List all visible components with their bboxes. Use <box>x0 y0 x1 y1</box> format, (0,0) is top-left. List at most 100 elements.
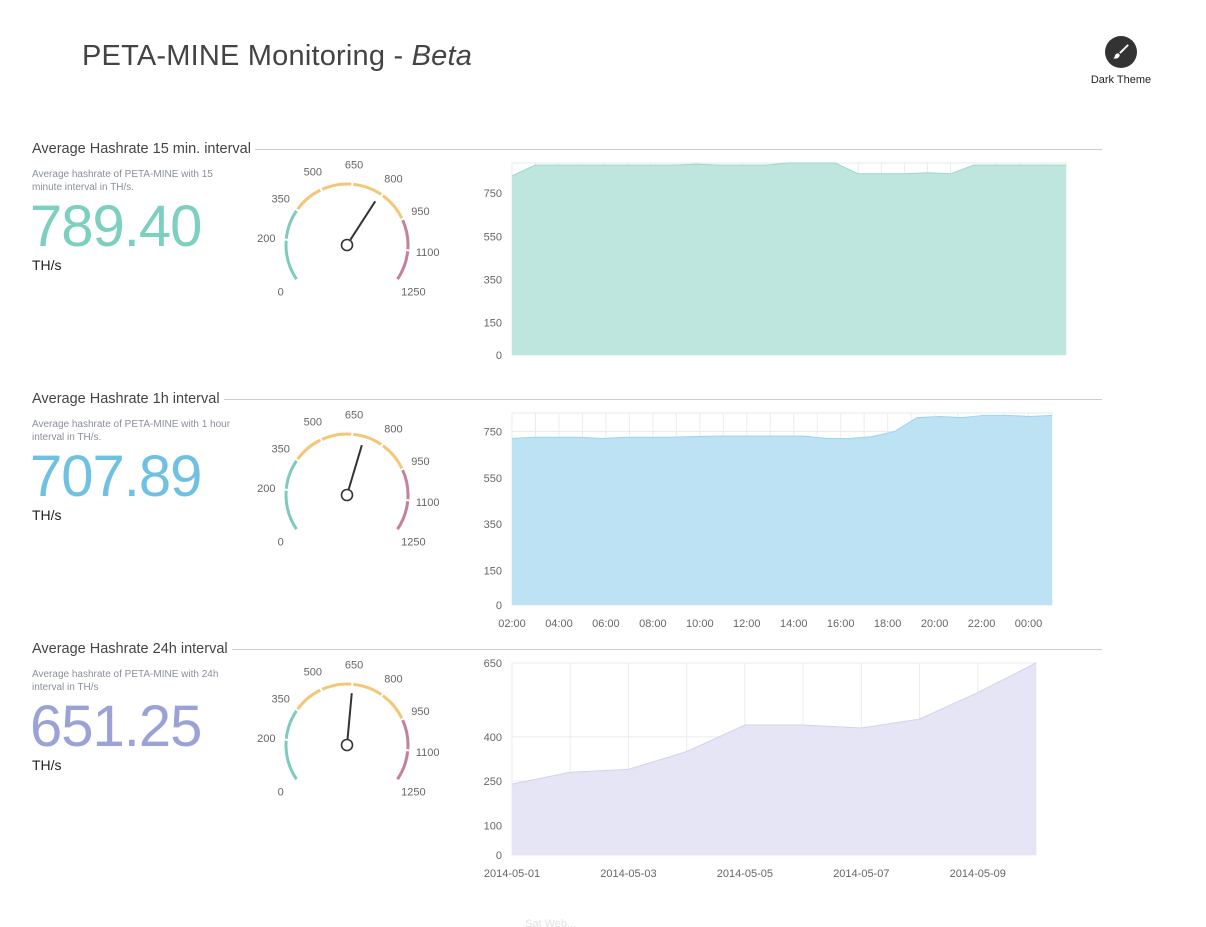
gauge-hub <box>340 238 354 252</box>
x-tick-label: 10:00 <box>686 618 714 630</box>
gauge-tick <box>393 777 400 782</box>
page-title-main: PETA-MINE Monitoring - <box>82 40 412 72</box>
gauge-tick <box>294 277 301 282</box>
gauge-tick-label: 1250 <box>401 286 425 298</box>
gauge-tick-label: 800 <box>384 424 402 436</box>
hashrate-gauge: 0 200 350 500 650 800 950 1100 1250 <box>257 159 439 298</box>
page-title-beta: Beta <box>411 40 473 72</box>
y-tick-label: 400 <box>484 732 502 744</box>
gauge-tick <box>294 527 301 532</box>
y-tick-label: 0 <box>496 350 502 362</box>
dark-theme-label: Dark Theme <box>1090 74 1152 86</box>
hashrate-value: 707.89 <box>30 444 202 509</box>
hashrate-area-chart: 0 100 250 400 650 2014-05-01 2014-05-03 2014-05… <box>484 658 1037 880</box>
gauge-tick <box>379 442 384 449</box>
y-tick-label: 150 <box>484 565 502 577</box>
x-tick-label: 02:00 <box>498 618 526 630</box>
gauge-tick <box>393 527 400 532</box>
section-title: Average Hashrate 1h interval <box>32 391 220 407</box>
hashrate-gauge: 0 200 350 500 650 800 950 1100 1250 <box>257 409 440 548</box>
series-area <box>512 163 1066 355</box>
x-tick-label: 2014-05-09 <box>950 868 1006 880</box>
section-title: Average Hashrate 15 min. interval <box>32 141 251 157</box>
y-tick-label: 150 <box>484 318 502 330</box>
gauge-tick <box>319 437 324 443</box>
x-tick-label: 2014-05-03 <box>600 868 656 880</box>
gauge-tick <box>399 217 405 222</box>
gauge-tick-label: 0 <box>278 536 284 548</box>
hashrate-area-chart: 0 150 350 550 750 02:00 04:00 06:00 08:00 10:00 12… <box>484 412 1053 630</box>
y-tick-label: 550 <box>484 231 502 243</box>
section-1h: Average Hashrate 1h interval Average has… <box>0 389 1206 630</box>
series-area <box>512 415 1052 605</box>
x-tick-label: 12:00 <box>733 618 761 630</box>
gauge-tick <box>399 717 405 722</box>
gauge-tick-label: 0 <box>278 786 284 798</box>
x-tick-label: 00:00 <box>1015 618 1043 630</box>
section-divider <box>254 148 1102 150</box>
gauge-tick-label: 200 <box>257 733 275 745</box>
gauge-needle <box>349 200 377 241</box>
gauge-tick-label: 500 <box>304 167 322 179</box>
hashrate-gauge: 0 200 350 500 650 800 950 1100 1250 <box>257 659 440 798</box>
x-tick-label: 2014-05-01 <box>484 868 540 880</box>
x-tick-label: 14:00 <box>780 618 808 630</box>
gauge-needle <box>346 693 353 740</box>
gauge-tick <box>294 777 301 782</box>
section-divider <box>231 648 1102 650</box>
gauge-tick-label: 650 <box>345 659 363 671</box>
y-tick-label: 750 <box>484 427 502 439</box>
gauge-tick <box>379 192 384 199</box>
hashrate-unit: TH/s <box>32 507 62 523</box>
section-description: Average hashrate of PETA-MINE with 15 mi… <box>32 169 213 193</box>
gauge-band-low <box>284 209 299 281</box>
gauge-tick-label: 200 <box>257 483 275 495</box>
y-tick-label: 0 <box>496 850 502 862</box>
gauge-tick-label: 350 <box>271 444 289 456</box>
gauge-tick-label: 1250 <box>401 786 425 798</box>
footer-text: Sat Web... <box>525 918 577 927</box>
y-tick-label: 650 <box>484 658 502 670</box>
gauge-tick-label: 1250 <box>401 536 425 548</box>
hashrate-unit: TH/s <box>32 257 62 273</box>
section-divider <box>223 398 1102 400</box>
hashrate-area-chart: 0 150 350 550 750 <box>484 162 1067 362</box>
y-tick-label: 750 <box>484 188 502 200</box>
gauge-tick-label: 500 <box>304 667 322 679</box>
gauge-tick-label: 200 <box>257 233 275 245</box>
section-15min: Average Hashrate 15 min. interval Averag… <box>0 139 1206 379</box>
gauge-band-mid <box>295 432 404 470</box>
gauge-hub <box>340 488 354 502</box>
y-tick-label: 100 <box>484 820 502 832</box>
gauge-tick-label: 650 <box>345 409 363 421</box>
gauge-tick <box>294 208 301 213</box>
page-title: PETA-MINE Monitoring - Beta <box>82 40 472 73</box>
x-tick-label: 06:00 <box>592 618 620 630</box>
gauge-tick-label: 0 <box>278 286 284 298</box>
gauge-tick <box>319 687 324 693</box>
x-tick-label: 2014-05-07 <box>833 868 889 880</box>
gauge-tick-label: 800 <box>384 174 402 186</box>
section-24h: Average Hashrate 24h interval Average ha… <box>0 639 1206 880</box>
gauge-tick <box>319 187 324 193</box>
gauge-tick-label: 1100 <box>416 497 440 509</box>
section-title: Average Hashrate 24h interval <box>32 641 228 657</box>
series-area <box>512 663 1036 855</box>
gauge-tick-label: 350 <box>271 194 289 206</box>
gauge-tick-label: 500 <box>304 417 322 429</box>
gauge-hub <box>340 738 354 752</box>
gauge-band-low <box>284 459 299 531</box>
gauge-tick-label: 350 <box>271 694 289 706</box>
gauge-tick-label: 1100 <box>416 747 440 759</box>
dark-theme-toggle[interactable]: Dark Theme <box>1086 36 1156 86</box>
gauge-tick <box>294 708 301 713</box>
brush-icon <box>1105 36 1137 68</box>
section-description: Average hashrate of PETA-MINE with 24h i… <box>32 669 219 693</box>
gauge-tick-label: 950 <box>411 706 429 718</box>
hashrate-value: 789.40 <box>30 194 202 259</box>
hashrate-value: 651.25 <box>30 694 202 759</box>
x-tick-label: 18:00 <box>874 618 902 630</box>
gauge-band-low <box>284 709 299 781</box>
gauge-tick-label: 950 <box>411 206 429 218</box>
